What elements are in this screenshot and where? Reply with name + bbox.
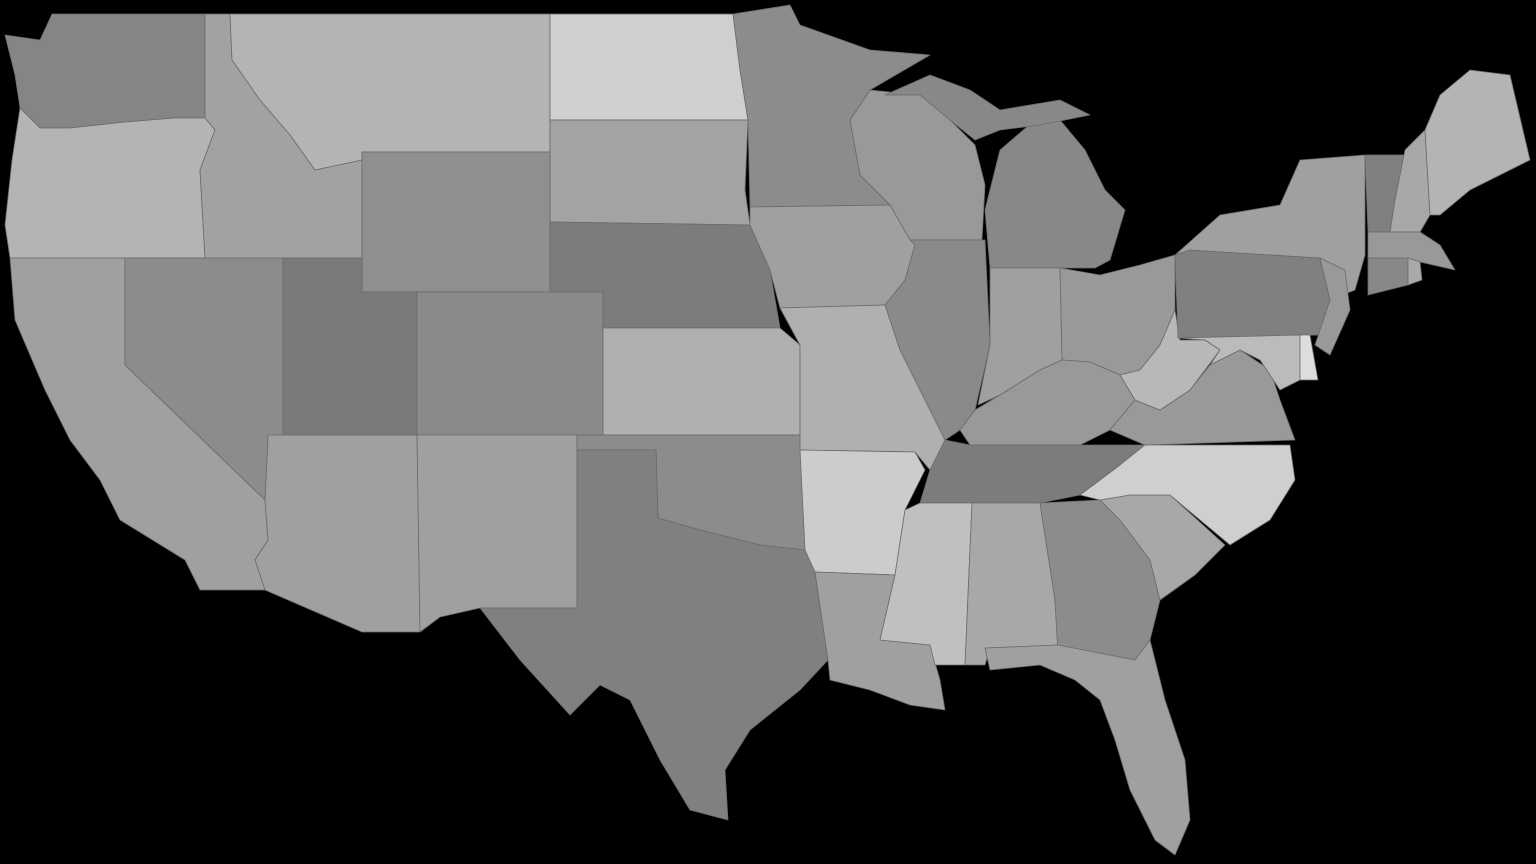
state-region-ms xyxy=(879,502,973,666)
state-region-nj xyxy=(1314,257,1351,356)
state-region-sd xyxy=(549,119,751,226)
state-region-pa xyxy=(1174,249,1331,339)
state-region-or xyxy=(4,107,216,259)
state-region-mi xyxy=(984,119,1126,269)
state-region-wy xyxy=(361,151,551,293)
state-region-tx xyxy=(479,449,829,821)
state-region-fl xyxy=(984,639,1191,856)
state-region-me xyxy=(1424,69,1531,216)
state-region-mi_up xyxy=(884,74,1091,141)
state-region-ks xyxy=(602,327,801,436)
state-region-ny xyxy=(1174,154,1366,301)
state-region-de xyxy=(1299,334,1319,381)
state-region-co xyxy=(416,291,604,436)
state-region-nd xyxy=(549,13,749,121)
state-region-ri xyxy=(1407,257,1423,286)
states-layer xyxy=(4,4,1531,856)
state-region-nc xyxy=(1079,444,1296,546)
state-region-il xyxy=(884,239,991,441)
state-region-nm xyxy=(416,434,578,633)
